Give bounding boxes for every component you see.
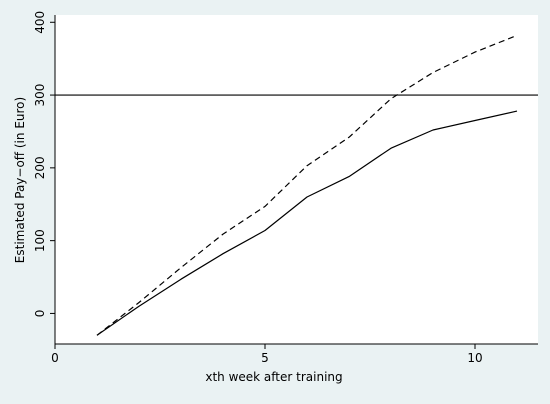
y-tick-label: 400 — [33, 11, 47, 34]
x-tick-label: 10 — [467, 351, 482, 365]
y-tick-label: 300 — [33, 84, 47, 107]
x-axis-label: xth week after training — [205, 370, 342, 384]
series-line-solid — [96, 110, 518, 336]
series-layer — [96, 34, 518, 336]
y-tick-label: 0 — [33, 310, 47, 318]
x-tick-label: 5 — [261, 351, 269, 365]
y-tick-label: 100 — [33, 229, 47, 252]
x-tick-label: 0 — [51, 351, 59, 365]
y-axis-label: Estimated Pay−off (in Euro) — [13, 97, 27, 263]
series-line-dashed — [96, 34, 518, 336]
axes-layer: 0 100 200 300 400 0 5 10 — [33, 11, 538, 365]
plot-area — [55, 15, 538, 344]
y-tick-label: 200 — [33, 156, 47, 179]
